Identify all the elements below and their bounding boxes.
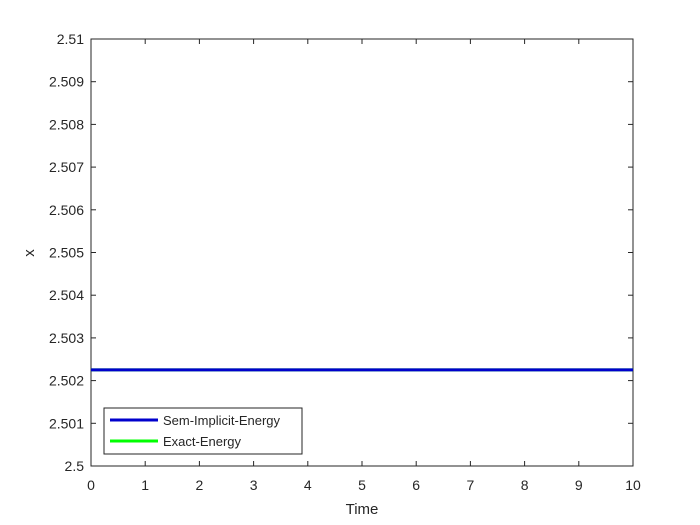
x-tick-label: 4 xyxy=(304,477,312,493)
y-tick-label: 2.509 xyxy=(49,74,84,90)
x-tick-label: 2 xyxy=(196,477,204,493)
y-tick-label: 2.51 xyxy=(57,31,84,47)
y-tick-label: 2.501 xyxy=(49,415,84,431)
y-tick-label: 2.508 xyxy=(49,116,84,132)
y-axis-label: x xyxy=(21,249,38,257)
y-tick-label: 2.502 xyxy=(49,373,84,389)
x-tick-label: 1 xyxy=(141,477,149,493)
x-tick-label: 6 xyxy=(412,477,420,493)
y-tick-label: 2.5 xyxy=(65,458,85,474)
y-tick-label: 2.504 xyxy=(49,287,84,303)
x-tick-label: 7 xyxy=(467,477,475,493)
legend-label-exact-energy: Exact-Energy xyxy=(163,434,242,449)
y-tick-label: 2.505 xyxy=(49,245,84,261)
x-tick-label: 10 xyxy=(625,477,641,493)
x-axis-label: Time xyxy=(346,501,379,518)
x-tick-label: 0 xyxy=(87,477,95,493)
plot-area xyxy=(90,38,634,467)
legend: Sem-Implicit-Energy Exact-Energy xyxy=(103,407,303,455)
x-axis-ticks: 0 1 2 3 4 5 6 7 8 9 10 xyxy=(87,39,641,493)
y-tick-label: 2.507 xyxy=(49,159,84,175)
legend-box xyxy=(103,407,303,455)
x-tick-label: 3 xyxy=(250,477,258,493)
x-tick-label: 5 xyxy=(358,477,366,493)
legend-label-sem-implicit-energy: Sem-Implicit-Energy xyxy=(163,413,281,428)
y-axis-ticks: 2.5 2.501 2.502 2.503 2.504 2.505 2.506 2.507 2.… xyxy=(49,31,633,474)
x-tick-label: 8 xyxy=(521,477,529,493)
y-tick-label: 2.503 xyxy=(49,330,84,346)
x-tick-label: 9 xyxy=(575,477,583,493)
y-tick-label: 2.506 xyxy=(49,202,84,218)
